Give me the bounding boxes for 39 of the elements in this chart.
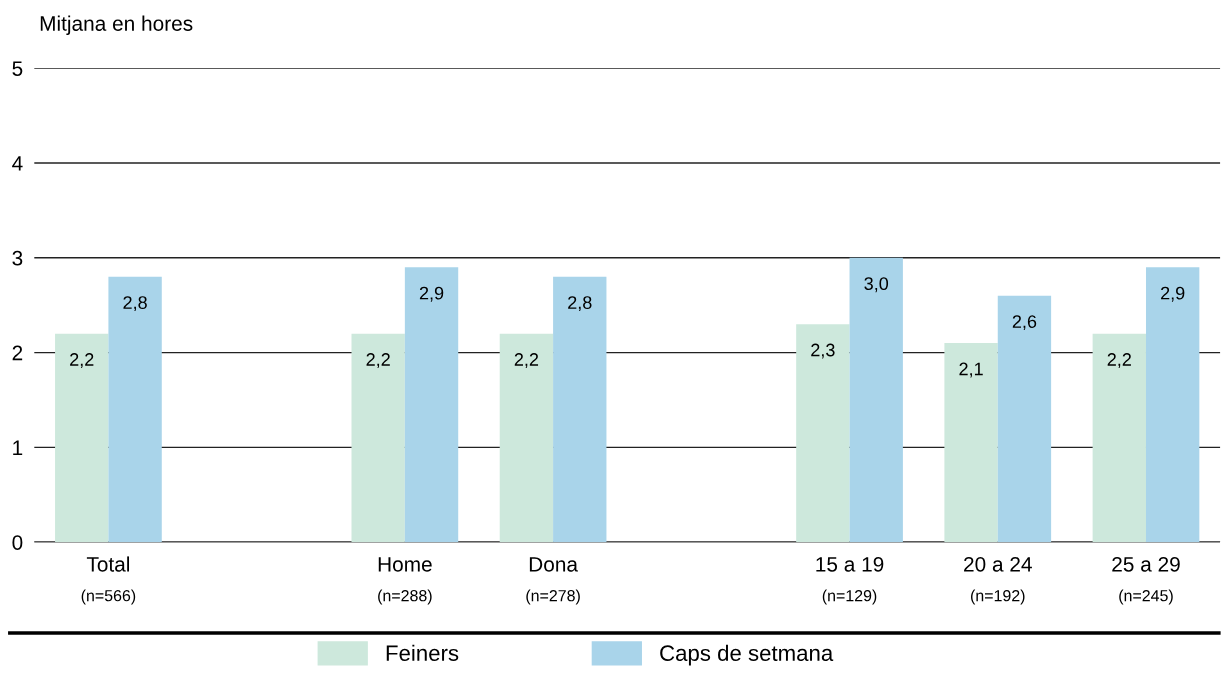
data-label: 2,2 <box>70 353 94 368</box>
y-tick-label: 2 <box>12 345 23 361</box>
y-tick-label: 5 <box>12 61 23 76</box>
bar <box>499 333 554 543</box>
bar <box>997 295 1052 543</box>
bar <box>351 333 405 543</box>
x-tick-label: Total (n=566) <box>81 556 136 605</box>
data-label: 2,2 <box>1107 353 1131 368</box>
legend-label: Feiners <box>386 644 459 662</box>
bar <box>849 257 903 543</box>
bar <box>553 276 607 543</box>
x-tick-label: 25 a 29 (n=245) <box>1112 556 1180 605</box>
bar <box>1092 333 1146 543</box>
bar <box>796 324 850 543</box>
y-tick-label: 3 <box>12 250 23 266</box>
y-tick-label: 0 <box>12 535 23 550</box>
data-label: 2,8 <box>568 296 592 312</box>
data-label: 2,3 <box>811 343 835 359</box>
data-label: 2,9 <box>1161 286 1185 302</box>
x-tick-label: Home (n=288) <box>378 557 432 605</box>
y-tick-label: 4 <box>12 156 23 171</box>
bar <box>404 267 459 543</box>
bar <box>1145 267 1200 543</box>
y-axis-title: Mitjana en hores <box>40 15 193 36</box>
bar <box>55 333 109 543</box>
x-tick-label: 15 a 19 (n=129) <box>816 556 884 605</box>
bar <box>944 343 998 543</box>
data-label: 3,0 <box>864 277 889 293</box>
x-tick-label: Dona (n=278) <box>526 557 580 605</box>
bar <box>108 276 162 543</box>
data-label: 2,9 <box>419 286 444 302</box>
data-label: 2,1 <box>959 362 983 378</box>
x-tick-label: 20 a 24 (n=192) <box>964 556 1032 605</box>
y-tick-label: 1 <box>13 440 23 455</box>
legend-label: Caps de setmana <box>660 644 834 666</box>
data-label: 2,2 <box>366 353 390 368</box>
data-label: 2,6 <box>1012 315 1037 331</box>
data-label: 2,8 <box>123 296 147 312</box>
data-label: 2,2 <box>514 353 539 368</box>
